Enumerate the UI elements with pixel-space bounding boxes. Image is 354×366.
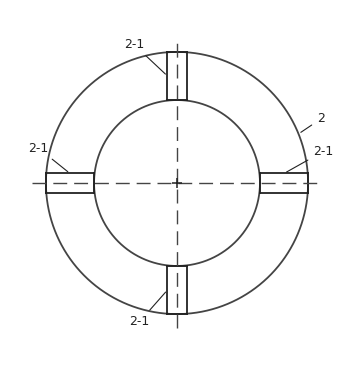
Text: 2-1: 2-1 (28, 142, 68, 172)
Text: 2: 2 (301, 112, 325, 132)
Text: 2-1: 2-1 (124, 38, 165, 74)
Text: 2-1: 2-1 (130, 292, 166, 328)
Text: 2-1: 2-1 (286, 145, 333, 172)
